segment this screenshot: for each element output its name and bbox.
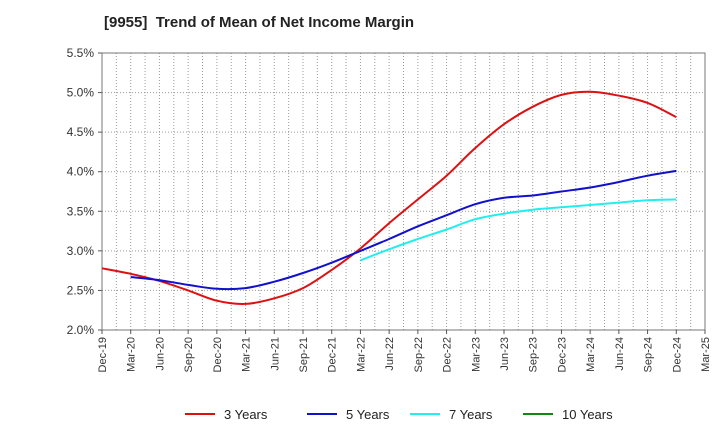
series-lines [101,90,677,305]
x-tick-label: Sep-21 [298,337,310,372]
chart-title: [9955] Trend of Mean of Net Income Margi… [104,14,415,31]
x-tick-label: Jun-21 [269,337,281,371]
x-tick-label: Jun-23 [499,337,511,371]
y-tick-label: 5.0% [67,86,95,100]
x-tick-label: Jun-20 [154,337,166,371]
x-tick-label: Mar-21 [241,337,253,372]
x-tick-label: Mar-22 [355,337,367,372]
x-tick-label: Sep-23 [528,337,540,372]
x-tick-label: Mar-20 [126,337,138,372]
y-tick-label: 5.5% [67,46,95,60]
y-tick-label: 3.0% [67,244,95,258]
axes: 2.0% 2.5% 3.0% 3.5% 4.0% 4.5% 5.0% 5.5% Dec-19 Ma… [67,46,712,372]
x-tick-label: Mar-25 [700,337,712,372]
y-tick-label: 3.5% [67,204,95,218]
x-tick-label: Jun-22 [384,337,396,371]
y-tick-label: 2.5% [67,283,95,297]
x-tick-label: Dec-19 [97,337,109,372]
x-tick-label: Sep-20 [183,337,195,372]
y-tick-label: 2.0% [67,323,95,337]
x-tick-label: Sep-22 [413,337,425,372]
legend-label-3-years: 3 Years [224,407,268,422]
grid-lines [102,53,705,330]
y-tick-label: 4.5% [67,125,95,139]
x-tick-label: Sep-24 [643,337,655,372]
series-line-5-years [130,169,677,291]
x-tick-label: Mar-24 [585,337,597,372]
x-tick-label: Dec-22 [442,337,454,372]
x-tick-label: Dec-24 [671,337,683,372]
plot-frame [101,52,706,331]
x-tick-label: Jun-24 [614,337,626,371]
series-line-3-years [101,90,677,305]
legend-label-10-years: 10 Years [562,407,613,422]
x-tick-label: Dec-21 [327,337,339,372]
y-tick-label: 4.0% [67,165,95,179]
x-tick-label: Dec-23 [556,337,568,372]
x-tick-label: Dec-20 [212,337,224,372]
legend: 3 Years 5 Years 7 Years 10 Years [185,407,613,422]
x-tick-label: Mar-23 [470,337,482,372]
legend-label-5-years: 5 Years [346,407,390,422]
series-line-7-years [360,198,677,262]
legend-label-7-years: 7 Years [449,407,493,422]
